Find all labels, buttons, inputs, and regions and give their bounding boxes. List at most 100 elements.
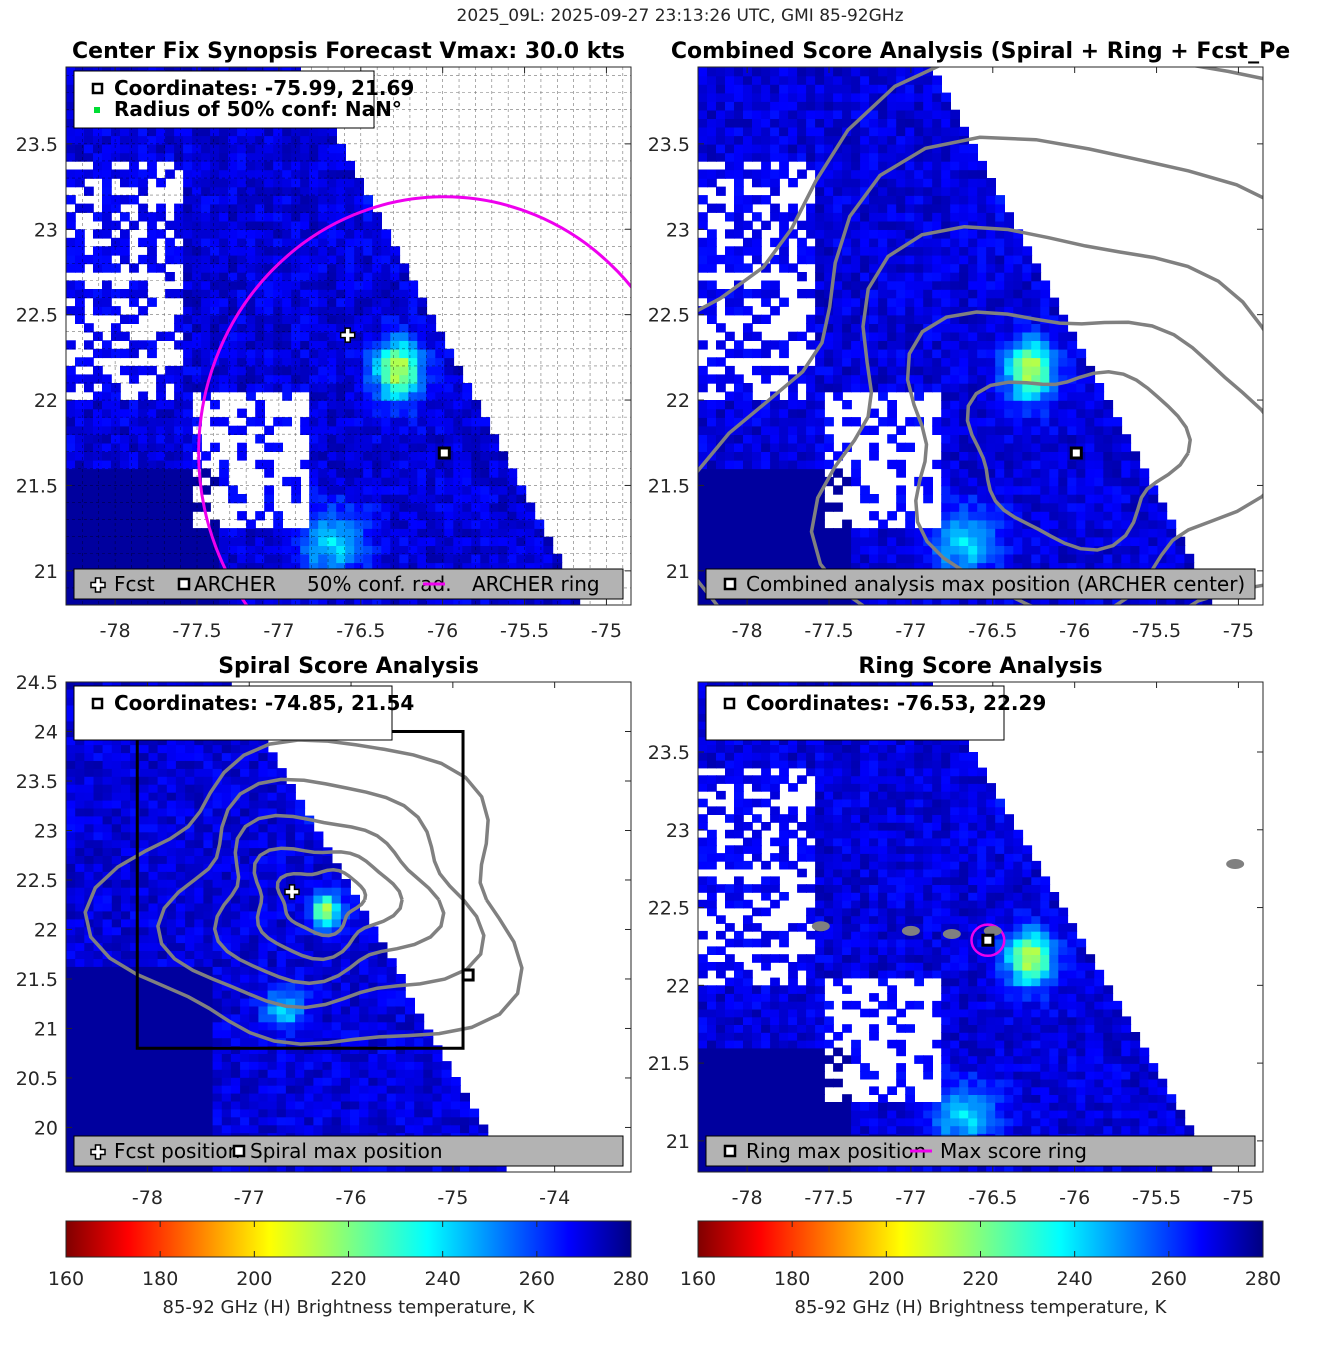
heatmap-cell — [833, 468, 843, 478]
heatmap-cell — [381, 451, 392, 461]
heatmap-cell — [887, 109, 897, 119]
heatmap-cell — [887, 152, 897, 162]
heatmap-cell — [336, 459, 346, 470]
heatmap-cell — [318, 434, 328, 444]
heatmap-cell — [417, 408, 428, 418]
heatmap-cell — [255, 203, 265, 213]
heatmap-cell — [282, 186, 292, 196]
heatmap-cell — [734, 553, 744, 564]
heatmap-cell — [201, 340, 211, 350]
heatmap-cell — [851, 246, 861, 256]
heatmap-cell — [318, 365, 328, 376]
heatmap-cell — [770, 169, 780, 179]
heatmap-cell — [932, 126, 942, 137]
heatmap-cell — [111, 562, 121, 572]
heatmap-cell — [309, 545, 319, 555]
heatmap-cell — [336, 511, 346, 521]
heatmap-cell — [860, 494, 870, 504]
heatmap-cell — [1004, 485, 1014, 495]
heatmap-cell — [1049, 348, 1060, 359]
heatmap-cell — [480, 476, 491, 487]
heatmap-cell — [111, 152, 121, 162]
heatmap-cell — [408, 562, 419, 572]
heatmap-cell — [707, 468, 717, 478]
heatmap-cell — [734, 160, 744, 171]
heatmap-cell — [986, 254, 996, 265]
heatmap-cell — [75, 879, 86, 888]
heatmap-cell — [977, 596, 987, 605]
heatmap-cell — [878, 297, 888, 307]
heatmap-cell — [959, 280, 969, 290]
heatmap-cell — [84, 126, 94, 137]
heatmap-cell — [851, 468, 861, 478]
heatmap-cell — [255, 126, 265, 137]
heatmap-cell — [734, 502, 744, 512]
heatmap-cell — [219, 417, 229, 427]
heatmap-cell — [887, 383, 897, 393]
heatmap-cell — [147, 451, 157, 461]
heatmap-cell — [219, 280, 229, 290]
heatmap-cell — [770, 135, 780, 145]
heatmap-cell — [372, 494, 382, 504]
heatmap-cell — [887, 135, 897, 145]
heatmap-cell — [102, 596, 112, 605]
heatmap-cell — [806, 468, 816, 478]
heatmap-cell — [426, 519, 437, 529]
heatmap-cell — [336, 229, 346, 239]
heatmap-cell — [851, 314, 861, 324]
heatmap-cell — [228, 383, 238, 393]
heatmap-cell — [444, 562, 455, 572]
heatmap-cell — [264, 596, 274, 605]
heatmap-cell — [824, 212, 834, 222]
heatmap-cell — [788, 485, 798, 495]
heatmap-cell — [417, 536, 428, 546]
heatmap-cell — [147, 562, 157, 572]
heatmap-cell — [1139, 502, 1150, 512]
heatmap-cell — [815, 220, 825, 230]
heatmap-cell — [354, 203, 364, 213]
heatmap-cell — [806, 400, 816, 410]
heatmap-cell — [84, 143, 94, 154]
heatmap-cell — [327, 229, 337, 239]
heatmap-cell — [264, 442, 274, 452]
heatmap-cell — [453, 468, 464, 478]
heatmap-cell — [698, 195, 708, 205]
heatmap-cell — [932, 84, 942, 94]
heatmap-cell — [165, 476, 175, 487]
heatmap-cell — [480, 596, 491, 605]
heatmap-cell — [336, 178, 346, 188]
heatmap-cell — [995, 365, 1005, 376]
heatmap-cell — [165, 331, 175, 341]
heatmap-cell — [788, 468, 798, 478]
heatmap-cell — [219, 476, 229, 487]
heatmap-cell — [237, 545, 247, 555]
heatmap-cell — [102, 263, 112, 273]
heatmap-cell — [968, 220, 978, 230]
heatmap-cell — [129, 562, 139, 572]
heatmap-cell — [995, 272, 1005, 282]
heatmap-cell — [923, 160, 933, 171]
heatmap-cell — [84, 562, 94, 572]
heatmap-cell — [201, 468, 211, 478]
heatmap-cell — [246, 519, 256, 529]
heatmap-cell — [255, 340, 265, 350]
legend-box — [705, 568, 1256, 600]
heatmap-cell — [851, 143, 861, 154]
heatmap-cell — [806, 246, 816, 256]
heatmap-cell — [165, 494, 175, 504]
heatmap-cell — [318, 212, 328, 222]
heatmap-cell — [959, 545, 969, 555]
heatmap-cell — [75, 791, 86, 801]
heatmap-cell — [743, 519, 753, 529]
heatmap-cell — [318, 374, 328, 384]
heatmap-cell — [797, 425, 807, 435]
heatmap-cell — [1148, 536, 1159, 546]
heatmap-cell — [779, 485, 789, 495]
heatmap-cell — [183, 126, 193, 137]
heatmap-cell — [833, 67, 843, 77]
heatmap-cell — [887, 528, 897, 538]
heatmap-cell — [797, 476, 807, 487]
heatmap-cell — [507, 536, 518, 546]
heatmap-cell — [788, 383, 798, 393]
heatmap-cell — [941, 109, 951, 119]
